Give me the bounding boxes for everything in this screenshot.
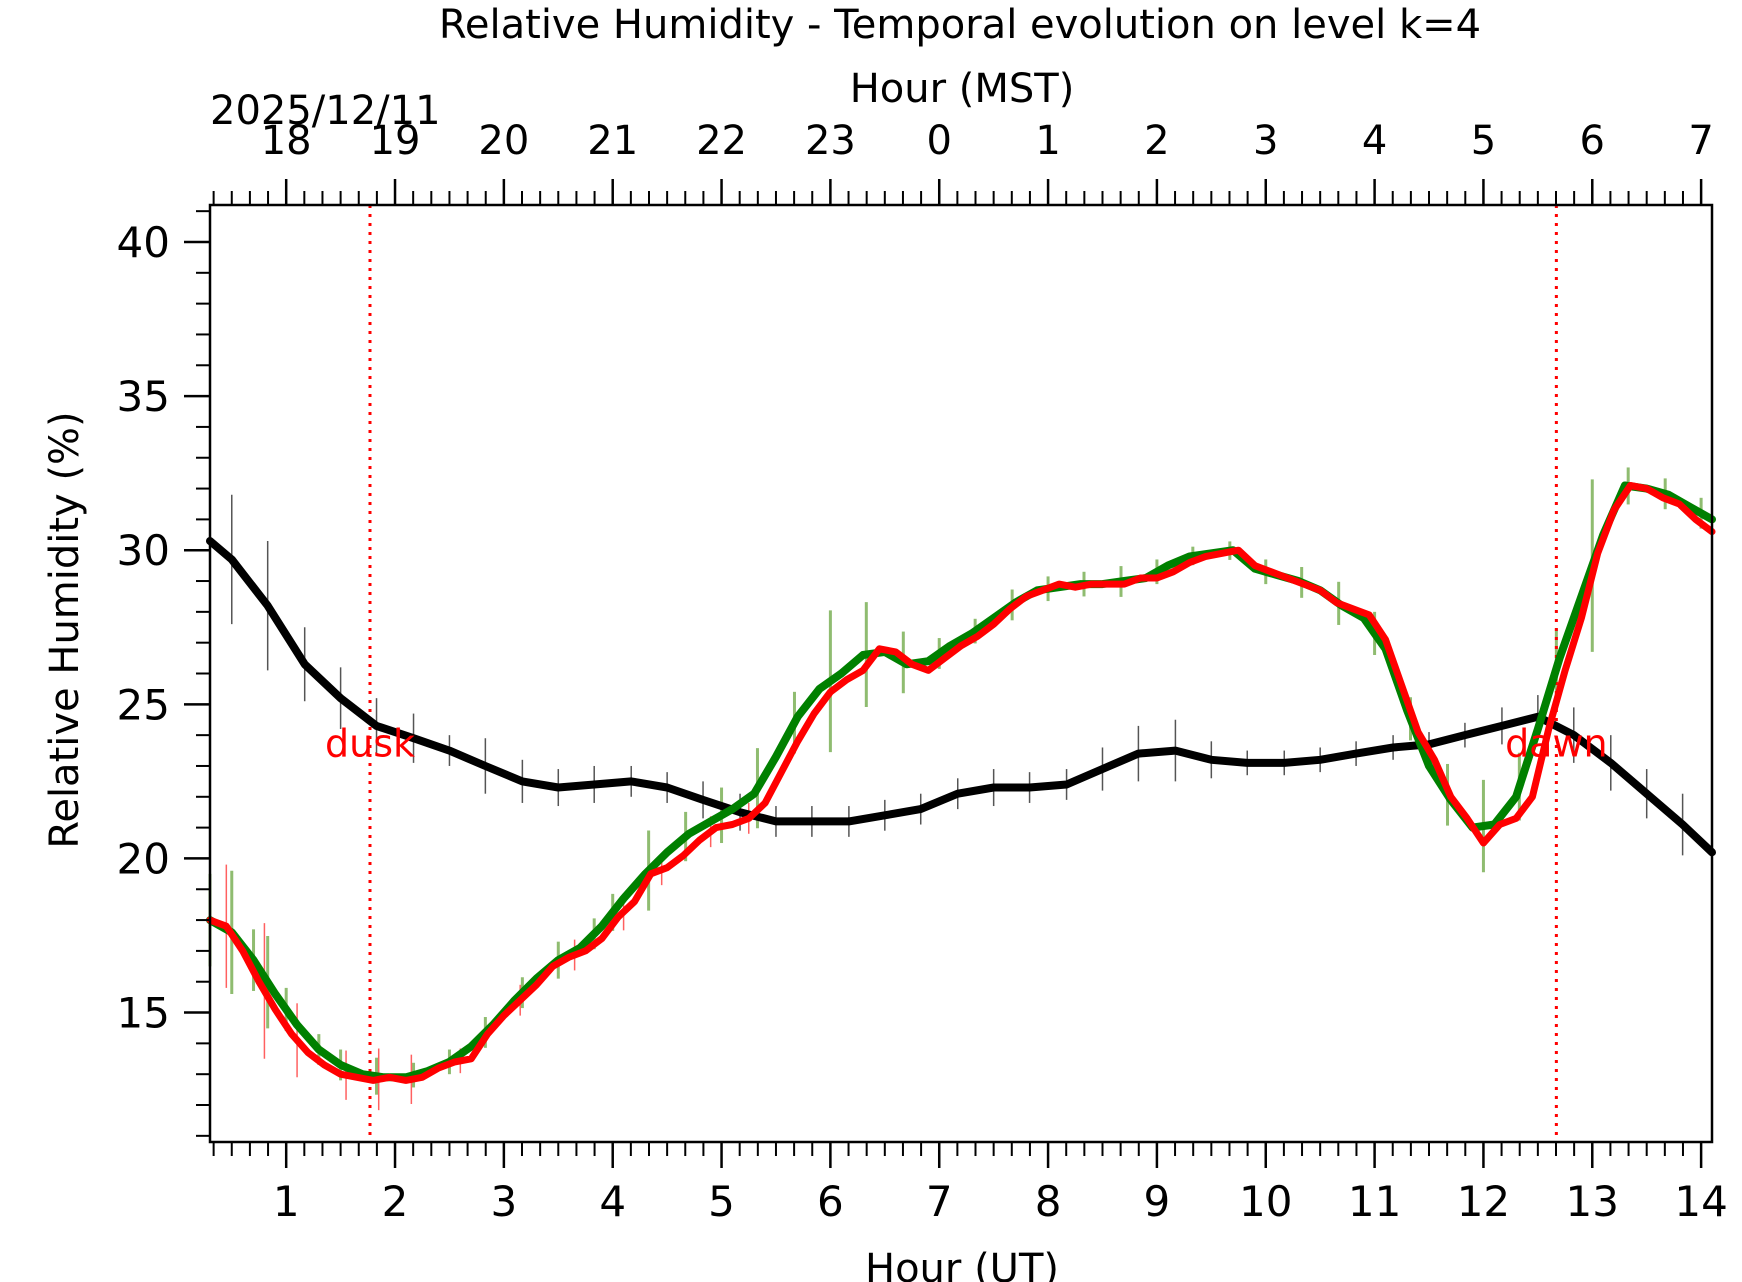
top-x-tick-label: 21 [587,118,638,164]
red-series-line [206,482,1716,1084]
top-x-tick-label: 6 [1580,118,1605,164]
x-tick-label: 14 [1674,1177,1727,1226]
x-tick-label: 10 [1239,1177,1292,1226]
dawn-annotation: dawn [1505,722,1608,766]
reference-lines-group [368,205,1558,1142]
x-tick-label: 9 [1144,1177,1171,1226]
x-tick-label: 8 [1035,1177,1062,1226]
green-series-line [206,481,1716,1082]
top-x-tick-label: 0 [927,118,952,164]
top-x-tick-label: 7 [1688,118,1713,164]
top-x-tick-label: 3 [1253,118,1278,164]
black-series-line [206,537,1716,857]
series-lines-group [206,481,1716,1084]
y-tick-label: 35 [117,372,170,421]
top-x-tick-label: 22 [696,118,747,164]
plot-frame [208,203,1714,1144]
x-tick-label: 6 [817,1177,844,1226]
error-bars-group [208,467,1703,1111]
x-tick-label: 7 [926,1177,953,1226]
y-tick-label: 25 [117,680,170,729]
chart-title: Relative Humidity - Temporal evolution o… [439,2,1481,48]
x-tick-label: 12 [1457,1177,1510,1226]
x-tick-label: 2 [382,1177,409,1226]
x-tick-label: 3 [491,1177,518,1226]
top-x-tick-label: 1 [1035,118,1060,164]
top-x-tick-label: 5 [1471,118,1496,164]
x-tick-label: 13 [1566,1177,1619,1226]
top-x-tick-label: 2 [1144,118,1169,164]
dusk-annotation: dusk [325,722,415,766]
x-tick-label: 4 [599,1177,626,1226]
x-tick-label: 5 [708,1177,735,1226]
top-x-axis-label: Hour (MST) [850,66,1075,112]
top-x-tick-label: 19 [370,118,421,164]
top-x-tick-label: 23 [805,118,856,164]
x-axis-label: Hour (UT) [865,1246,1059,1282]
x-tick-label: 1 [273,1177,300,1226]
y-tick-label: 15 [117,989,170,1038]
top-x-tick-label: 20 [478,118,529,164]
date-label: 2025/12/11 [210,88,441,134]
y-tick-label: 40 [117,218,170,267]
y-tick-label: 30 [117,526,170,575]
top-x-tick-label: 18 [261,118,312,164]
y-axis-label: Relative Humidity (%) [42,411,88,848]
y-tick-label: 20 [117,834,170,883]
x-tick-label: 11 [1348,1177,1401,1226]
annotations-group: dusk dawn [325,722,1608,766]
top-x-tick-label: 4 [1362,118,1387,164]
